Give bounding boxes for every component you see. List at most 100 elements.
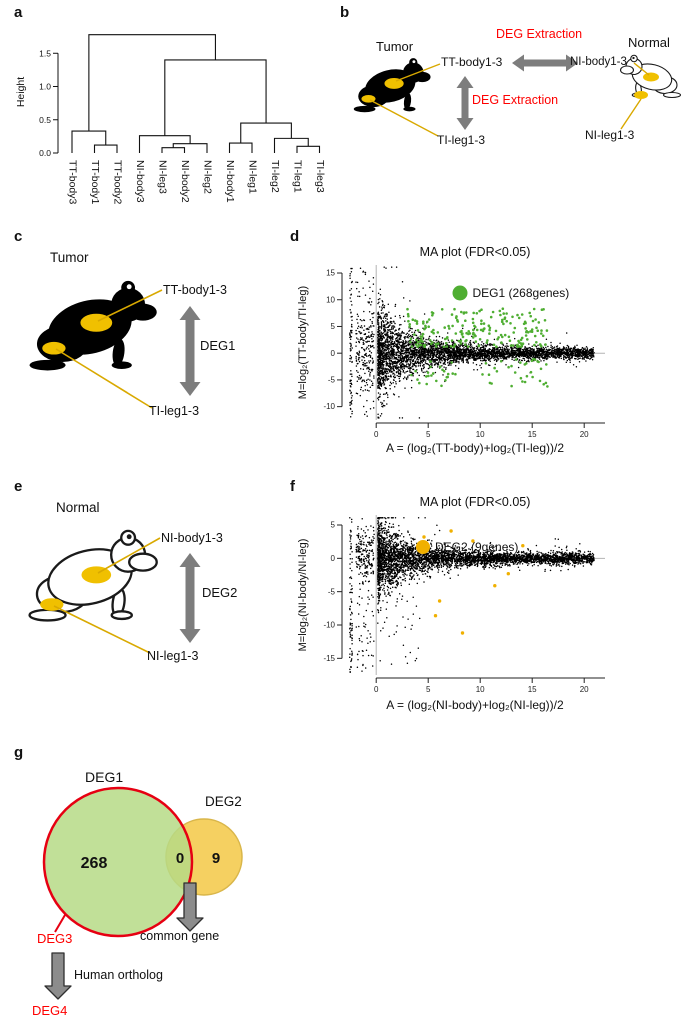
deg1-arrow-label: DEG1 [200,338,236,353]
y-tick-label: 15 [326,269,335,278]
tumor-frog [353,58,431,113]
venn-deg2-title: DEG2 [205,794,242,809]
normal-frog [619,54,682,99]
x-tick-label: 0 [374,430,379,439]
legend-dot-icon [416,540,430,554]
deg1-comparison-arrow [179,306,201,396]
leg-sample-marker [634,91,648,99]
overlap-count: 0 [176,850,184,867]
scatter-points-deg [422,529,525,635]
leaf-label: TT-body1 [89,160,101,205]
leaf-label: TT-body2 [112,160,124,205]
venn-deg1-circle [42,786,194,938]
leaf-label: NI-leg3 [157,160,169,194]
leaf-label: NI-leg1 [247,160,259,194]
ti-leg-samples-label: TI-leg1-3 [437,133,486,147]
panel-label-c: c [14,228,23,245]
connector-ni-leg [620,98,642,130]
venn-diagram: 268 0 9 [42,786,243,1000]
leaf-label: TI-leg2 [269,160,281,193]
ti-leg-label-c: TI-leg1-3 [149,404,200,418]
y-tick-label: 1.5 [39,48,51,58]
ni-body-label-e: NI-body1-3 [161,531,223,545]
ni-leg-samples-label: NI-leg1-3 [585,128,635,142]
tumor-title-c: Tumor [50,250,89,265]
human-ortholog-arrow [44,952,72,1000]
panel-label-b: b [340,4,350,21]
connector-ni-body [633,62,650,76]
dendrogram-chart: 0.0 0.5 1.0 1.5 Height TT-body3 TT-body1 TT-bod… [15,34,326,205]
y-tick-label: 10 [326,295,335,304]
y-tick-label: -15 [323,654,335,663]
venn-deg1-title: DEG1 [85,769,124,785]
leaf-label: NI-leg2 [202,160,214,194]
leaf-label: NI-body3 [134,160,146,203]
connector-tt-body [395,63,441,82]
panel-b-diagram [353,54,682,137]
y-axis-label: M=log₂(NI-body/NI-leg) [297,539,309,652]
legend-label: DEG1 (268genes) [473,286,570,300]
y-tick-label: -10 [323,621,335,630]
scatter-points-all-genes [349,266,595,419]
x-axis-label: A = (log₂(NI-body)+log₂(NI-leg))/2 [386,698,564,712]
deg3-label: DEG3 [37,931,73,946]
y-tick-label: 0.5 [39,115,51,125]
body-sample-marker [384,78,404,89]
tumor-frog [29,280,157,371]
frog-eye-icon [126,534,132,540]
x-tick-label: 20 [580,430,589,439]
deg4-label: DEG4 [32,1003,68,1018]
common-gene-label: common gene [140,929,220,943]
normal-title-b: Normal [628,35,670,50]
scatter-points-deg [406,307,549,388]
leaf-label: TT-body3 [67,160,79,205]
chart-title: MA plot (FDR<0.05) [420,495,531,509]
connector-body [97,537,161,574]
legend-dot-icon [452,285,468,301]
x-tick-label: 10 [476,430,485,439]
y-tick-label: -5 [328,587,336,596]
normal-frog [28,529,158,622]
x-axis-label: A = (log₂(TT-body)+log₂(TI-leg))/2 [386,441,564,455]
y-tick-label: 0 [331,554,336,563]
panel-label-a: a [14,4,23,21]
leaf-label: NI-body1 [224,160,236,203]
x-tick-label: 0 [374,685,379,694]
deg2-count: 9 [212,850,220,867]
x-tick-label: 15 [528,685,537,694]
y-axis-label: Height [15,77,27,107]
y-tick-label: 0.0 [39,148,51,158]
y-axis-label: M=log₂(TT-body/TI-leg) [297,286,309,399]
chart-title: MA plot (FDR<0.05) [420,245,531,259]
y-tick-label: 5 [331,322,336,331]
tumor-title-b: Tumor [376,39,414,54]
legend-label: DEG2 (9genes) [435,540,518,554]
ma-plot-deg2: -15 -10 -5 0 5 0 5 10 15 20 MA plot (FDR<0.05) A = … [297,495,605,712]
panel-label-e: e [14,478,23,495]
leaf-label: NI-body2 [179,160,191,203]
deg2-arrow-label: DEG2 [202,585,238,600]
deg-extraction-label-top: DEG Extraction [496,27,583,41]
deg-extraction-label-left: DEG Extraction [472,93,559,107]
y-tick-label: -10 [323,402,335,411]
y-tick-label: 1.0 [39,82,51,92]
body-sample-marker [643,72,659,82]
deg1-count: 268 [81,855,108,872]
deg-extraction-arrow-vertical [456,76,474,130]
panel-e-diagram [28,529,201,654]
panel-label-g: g [14,744,24,761]
scatter-points-all-genes [348,516,595,674]
frog-eye-icon [632,56,635,60]
panel-label-d: d [290,228,300,245]
panel-label-f: f [290,478,295,495]
normal-title-e: Normal [56,500,100,515]
y-tick-label: 0 [331,349,336,358]
ma-plot-deg1: -10 -5 0 5 10 15 0 5 10 15 20 MA plot (FDR<0.05) A =… [297,245,605,455]
x-tick-label: 15 [528,430,537,439]
ni-leg-label-e: NI-leg1-3 [147,649,199,663]
x-tick-label: 5 [426,685,431,694]
frog-eye-icon [412,60,416,64]
common-gene-arrow [176,882,204,932]
connector-leg [53,605,151,654]
